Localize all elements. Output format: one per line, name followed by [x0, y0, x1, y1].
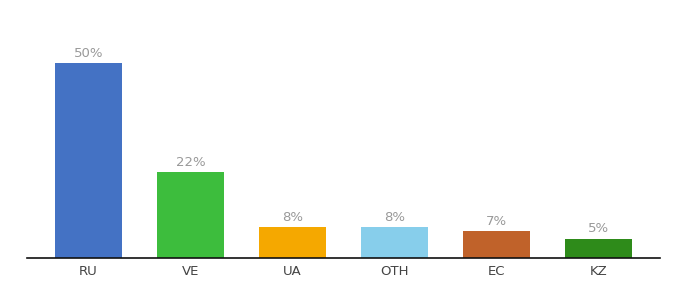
Text: 8%: 8%	[282, 211, 303, 224]
Bar	[463, 231, 530, 258]
Text: 50%: 50%	[73, 47, 103, 60]
Bar	[157, 172, 224, 258]
Text: 7%: 7%	[486, 214, 507, 228]
Bar	[361, 227, 428, 258]
Bar	[565, 238, 632, 258]
Bar	[259, 227, 326, 258]
Text: 22%: 22%	[175, 156, 205, 169]
Text: 5%: 5%	[588, 222, 609, 236]
Text: 8%: 8%	[384, 211, 405, 224]
Bar	[55, 63, 122, 258]
